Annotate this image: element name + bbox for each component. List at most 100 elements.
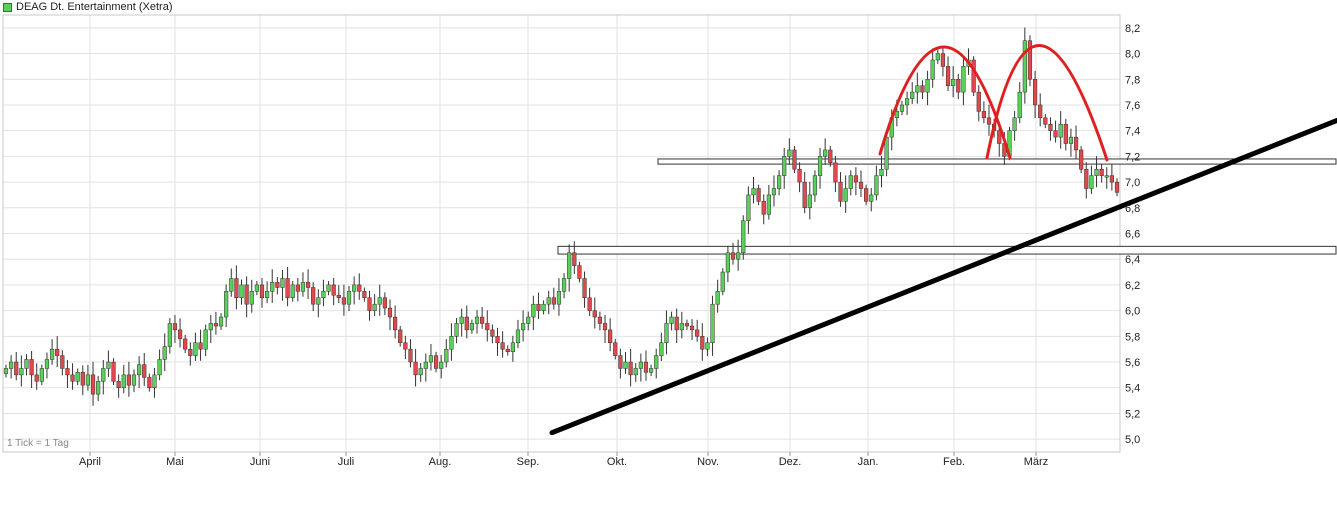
candle-body <box>157 359 162 376</box>
candle-up <box>229 268 234 297</box>
candle-body <box>305 282 311 288</box>
candle-body <box>1094 168 1099 176</box>
candle-down <box>183 335 188 354</box>
candle-body <box>433 355 439 369</box>
candle-up <box>874 165 879 201</box>
candle-down <box>1038 93 1043 127</box>
candle-body <box>101 368 106 382</box>
candle-up <box>915 72 920 104</box>
candle-body <box>444 348 449 363</box>
candle-down <box>756 184 761 206</box>
candle-body <box>1027 40 1033 80</box>
candle-up <box>782 147 787 189</box>
candle-body <box>608 329 613 344</box>
legend-label: DEAG Dt. Entertainment (Xetra) <box>16 1 173 13</box>
candle-down <box>587 287 592 317</box>
candle-body <box>474 316 480 324</box>
candle-up <box>459 308 464 337</box>
y-tick-label: 5,2 <box>1125 408 1140 420</box>
candle-body <box>1053 130 1058 138</box>
y-tick-label: 7,8 <box>1125 74 1140 86</box>
candle-body <box>34 374 39 382</box>
y-tick-label: 5,0 <box>1125 434 1140 446</box>
candle-down <box>1073 125 1079 159</box>
candle-up <box>121 364 126 394</box>
candle-body <box>85 374 91 386</box>
candle-body <box>510 342 515 352</box>
candle-down <box>403 335 408 360</box>
candle-body <box>469 323 474 331</box>
candle-body <box>725 252 730 273</box>
y-tick-label: 6,8 <box>1125 203 1140 215</box>
candle-body <box>183 338 188 350</box>
candle-down <box>285 266 290 307</box>
candle-up <box>290 281 295 302</box>
candle-down <box>14 352 19 381</box>
candle-up <box>1017 82 1022 124</box>
candle-body <box>869 194 874 202</box>
candle-down <box>1027 35 1033 87</box>
candle-body <box>1114 181 1120 193</box>
candle-up <box>1022 27 1027 104</box>
candle-down <box>198 329 203 361</box>
candle-body <box>162 346 167 360</box>
candle-body <box>981 111 986 119</box>
candle-up <box>326 281 331 296</box>
candle-down <box>305 269 311 300</box>
y-tick-label: 8,0 <box>1125 49 1140 61</box>
candle-body <box>352 284 357 292</box>
candle-up <box>39 364 44 386</box>
candle-body <box>833 162 838 183</box>
candle-body <box>295 284 300 292</box>
candle-down <box>986 104 992 136</box>
y-tick-label: 7,2 <box>1125 151 1140 163</box>
candle-body <box>659 342 664 356</box>
candle-body <box>695 329 700 337</box>
candle-up <box>725 245 730 283</box>
candle-down <box>116 374 121 398</box>
candle-body <box>874 175 879 196</box>
candle-down <box>1099 163 1104 183</box>
candle-down <box>172 314 178 344</box>
chart-grid <box>3 15 1120 452</box>
candle-down <box>311 282 316 312</box>
candle-up <box>85 364 91 391</box>
candle-down <box>1032 70 1038 119</box>
candle-down <box>331 277 336 306</box>
candle-up <box>766 184 771 220</box>
candle-up <box>418 363 423 382</box>
candle-up <box>710 295 715 356</box>
candle-body <box>224 291 229 318</box>
candle-body <box>577 265 582 279</box>
candle-up <box>638 353 643 382</box>
candle-body <box>1032 79 1038 106</box>
candle-body <box>807 194 812 209</box>
candle-down <box>1053 120 1058 143</box>
candle-body <box>951 79 956 86</box>
candle-up <box>869 188 874 212</box>
candle-down <box>592 297 597 329</box>
candle-body <box>817 156 823 176</box>
candle-body <box>249 291 254 305</box>
candle-down <box>618 348 623 379</box>
candle-up <box>679 311 684 339</box>
candle-up <box>157 349 162 381</box>
candle-body <box>797 168 802 183</box>
candle-body <box>336 294 341 299</box>
candle-down <box>505 345 510 356</box>
candle-down <box>572 241 577 275</box>
candle-body <box>997 130 1002 144</box>
candle-body <box>848 175 853 189</box>
candle-body <box>720 271 725 292</box>
y-tick-label: 5,4 <box>1125 383 1140 395</box>
candle-down <box>695 319 700 342</box>
candle-down <box>628 348 633 387</box>
candle-body <box>172 323 178 331</box>
candle-down <box>643 350 649 381</box>
candle-body <box>96 381 101 395</box>
candle-body <box>812 175 818 196</box>
candle-body <box>561 278 567 292</box>
candle-body <box>106 361 111 369</box>
y-tick-label: 6,0 <box>1125 306 1140 318</box>
